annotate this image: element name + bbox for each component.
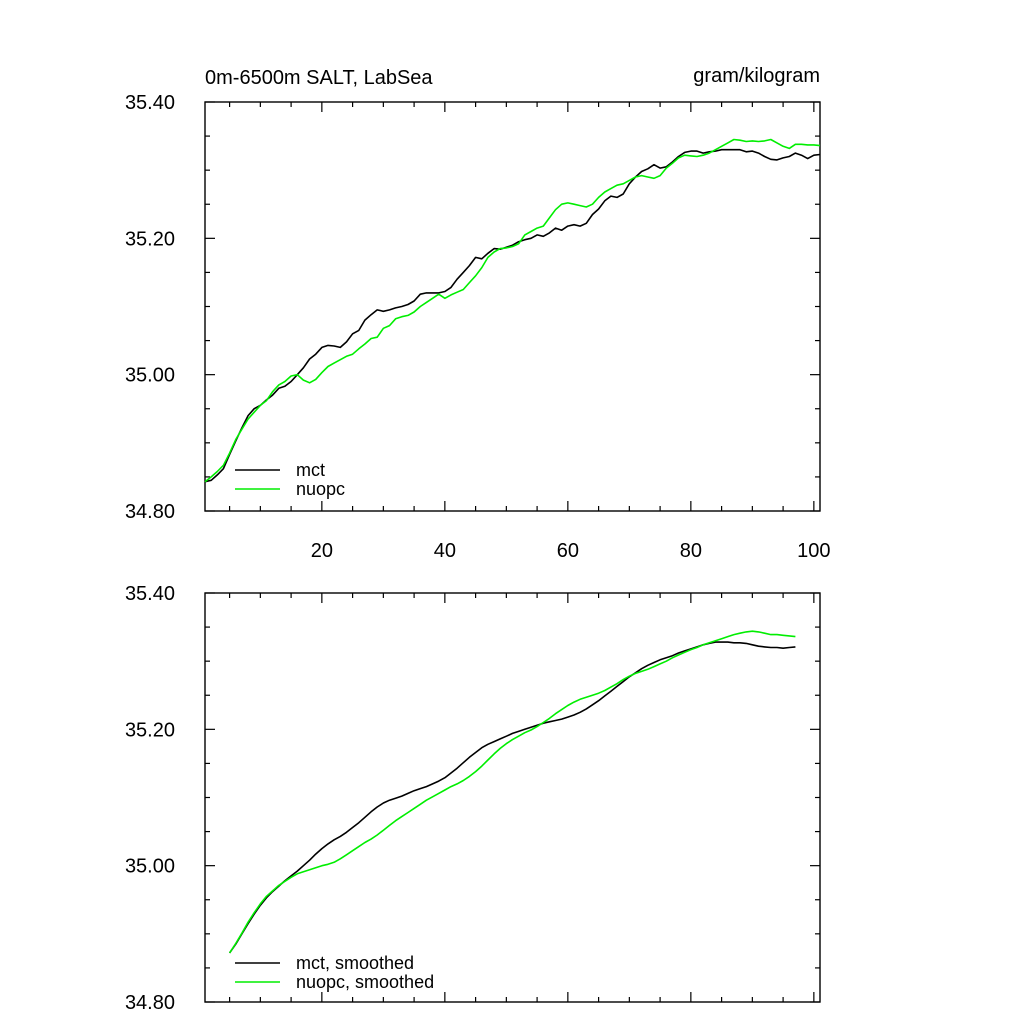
x-tick-label: 40 bbox=[434, 540, 456, 562]
series-line-nuopc-smoothed bbox=[228, 630, 796, 954]
figure-title: 0m-6500m SALT, LabSea bbox=[205, 67, 433, 89]
series-line-mct bbox=[204, 148, 821, 483]
y-tick-label: 35.00 bbox=[125, 856, 175, 878]
y-tick-label: 35.20 bbox=[125, 228, 175, 250]
legend-label: mct, smoothed bbox=[296, 953, 414, 973]
legend-label: nuopc bbox=[296, 479, 345, 499]
y-tick-label: 35.20 bbox=[125, 719, 175, 741]
legend-label: mct bbox=[296, 460, 325, 480]
series-line-nuopc bbox=[204, 138, 821, 483]
smoothed-timeseries-panel: 34.80 35.00 35.20 35.40 mct, smoothednuopc, … bbox=[125, 583, 821, 1014]
legend-label: nuopc, smoothed bbox=[296, 972, 434, 992]
plot-frame bbox=[204, 101, 821, 512]
y-tick-label: 34.80 bbox=[125, 501, 175, 523]
y-tick-label: 35.40 bbox=[125, 92, 175, 114]
x-tick-label: 100 bbox=[797, 540, 830, 562]
plot-frame bbox=[204, 592, 821, 1003]
x-tick-label: 20 bbox=[311, 540, 333, 562]
units-label: gram/kilogram bbox=[693, 65, 820, 87]
y-tick-label: 34.80 bbox=[125, 992, 175, 1014]
y-tick-label: 35.40 bbox=[125, 583, 175, 605]
series-line-mct-smoothed bbox=[228, 641, 796, 954]
x-tick-label: 80 bbox=[680, 540, 702, 562]
x-tick-label: 60 bbox=[557, 540, 579, 562]
y-tick-label: 35.00 bbox=[125, 365, 175, 387]
